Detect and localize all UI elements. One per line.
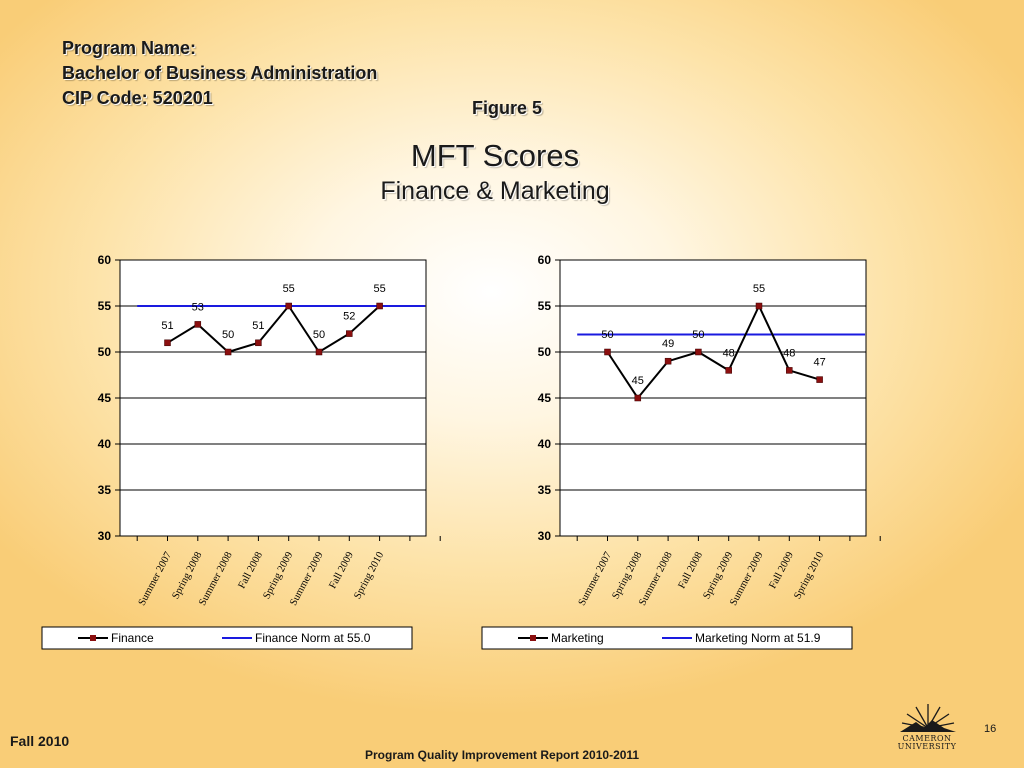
marketing-x-category-label: Spring 2010	[792, 550, 826, 601]
finance-data-label: 51	[252, 320, 264, 332]
finance-legend-series-marker	[90, 635, 96, 641]
finance-y-tick-label: 55	[98, 299, 112, 313]
figure-label: Figure 5	[472, 98, 543, 118]
marketing-data-label: 48	[723, 347, 735, 359]
finance-data-point	[255, 339, 262, 347]
marketing-data-point	[755, 302, 763, 310]
logo-line-2: UNIVERSITY	[897, 742, 957, 751]
finance-data-point	[285, 302, 292, 310]
logo-line-1: CAMERON	[902, 734, 952, 743]
chart-subtitle: Finance & Marketing	[380, 177, 610, 205]
finance-x-category-label: Spring 2010	[352, 550, 386, 601]
finance-y-tick-label: 30	[98, 529, 112, 543]
marketing-data-label: 50	[601, 329, 613, 341]
marketing-series-line	[606, 303, 820, 400]
marketing-data-point	[634, 394, 642, 402]
marketing-y-tick-label: 45	[538, 391, 552, 405]
finance-x-category-label: Fall 2008	[237, 550, 265, 590]
finance-data-point	[224, 348, 232, 356]
marketing-x-category-label: Summer 2008	[637, 550, 675, 607]
marketing-data-point	[816, 376, 823, 383]
finance-y-tick-label: 45	[98, 391, 112, 405]
finance-y-tick-label: 60	[98, 253, 112, 267]
marketing-data-point	[695, 348, 702, 356]
finance-x-category-label: Spring 2008	[170, 550, 204, 601]
chart-title: MFT Scores	[410, 138, 580, 173]
program-name-label: Program Name:	[62, 38, 197, 58]
finance-data-point	[315, 348, 323, 356]
marketing-y-tick-label: 60	[538, 253, 552, 267]
finance-x-category-label: Fall 2009	[327, 550, 355, 590]
finance-data-label: 51	[161, 320, 173, 332]
finance-x-category-label: Summer 2009	[288, 550, 326, 607]
program-name-value: Bachelor of Business Administration	[62, 63, 378, 83]
marketing-data-point	[786, 367, 793, 374]
marketing-legend-norm-label: Marketing Norm at 51.9	[695, 631, 821, 645]
finance-data-label: 50	[222, 329, 234, 341]
marketing-y-tick-label: 30	[538, 529, 552, 543]
cameron-university-logo	[900, 704, 956, 732]
finance-y-tick-label: 50	[98, 345, 112, 359]
finance-y-tick-label: 40	[98, 437, 112, 451]
finance-legend-series-label: Finance	[111, 631, 154, 645]
finance-data-point	[194, 321, 202, 328]
marketing-data-label: 55	[753, 283, 765, 295]
marketing-data-label: 48	[783, 347, 795, 359]
marketing-y-tick-label: 35	[538, 483, 552, 497]
marketing-data-label: 49	[662, 338, 674, 350]
cip-code: CIP Code: 520201	[62, 88, 213, 108]
marketing-y-tick-label: 40	[538, 437, 552, 451]
finance-data-label: 52	[343, 311, 355, 323]
finance-data-label: 50	[313, 329, 325, 341]
finance-data-point	[376, 302, 383, 310]
marketing-data-label: 47	[813, 357, 825, 369]
logo-text: CAMERON UNIVERSITY	[897, 735, 957, 751]
finance-series-line	[166, 304, 381, 354]
finance-x-category-label: Summer 2008	[197, 550, 235, 607]
marketing-data-point	[664, 357, 672, 365]
marketing-x-category-label: Fall 2009	[767, 550, 795, 590]
page-number: 16	[984, 723, 997, 735]
marketing-data-label: 45	[632, 375, 644, 387]
marketing-data-point	[725, 367, 732, 374]
finance-x-category-label: Spring 2009	[261, 550, 295, 601]
footer-term: Fall 2010	[10, 733, 70, 749]
finance-x-category-label: Summer 2007	[137, 550, 175, 607]
finance-data-point	[346, 330, 353, 337]
marketing-legend-series-label: Marketing	[551, 631, 604, 645]
footer-report-title: Program Quality Improvement Report 2010-…	[365, 748, 640, 762]
finance-data-label: 53	[192, 301, 204, 313]
marketing-data-point	[604, 348, 611, 356]
finance-legend-norm-label: Finance Norm at 55.0	[255, 631, 371, 645]
marketing-x-category-label: Spring 2008	[610, 550, 644, 601]
marketing-legend-series-marker	[530, 635, 536, 641]
marketing-data-label: 50	[692, 329, 704, 341]
finance-y-tick-label: 35	[98, 483, 112, 497]
mountain-icon	[900, 720, 956, 732]
marketing-x-category-label: Spring 2009	[701, 550, 735, 601]
finance-data-label: 55	[373, 283, 385, 295]
finance-data-label: 55	[283, 283, 295, 295]
marketing-y-tick-label: 50	[538, 345, 552, 359]
marketing-x-category-label: Summer 2007	[577, 550, 615, 607]
marketing-x-category-label: Fall 2008	[677, 550, 705, 590]
finance-data-point	[164, 339, 171, 347]
marketing-y-tick-label: 55	[538, 299, 552, 313]
marketing-x-category-label: Summer 2009	[728, 550, 766, 607]
